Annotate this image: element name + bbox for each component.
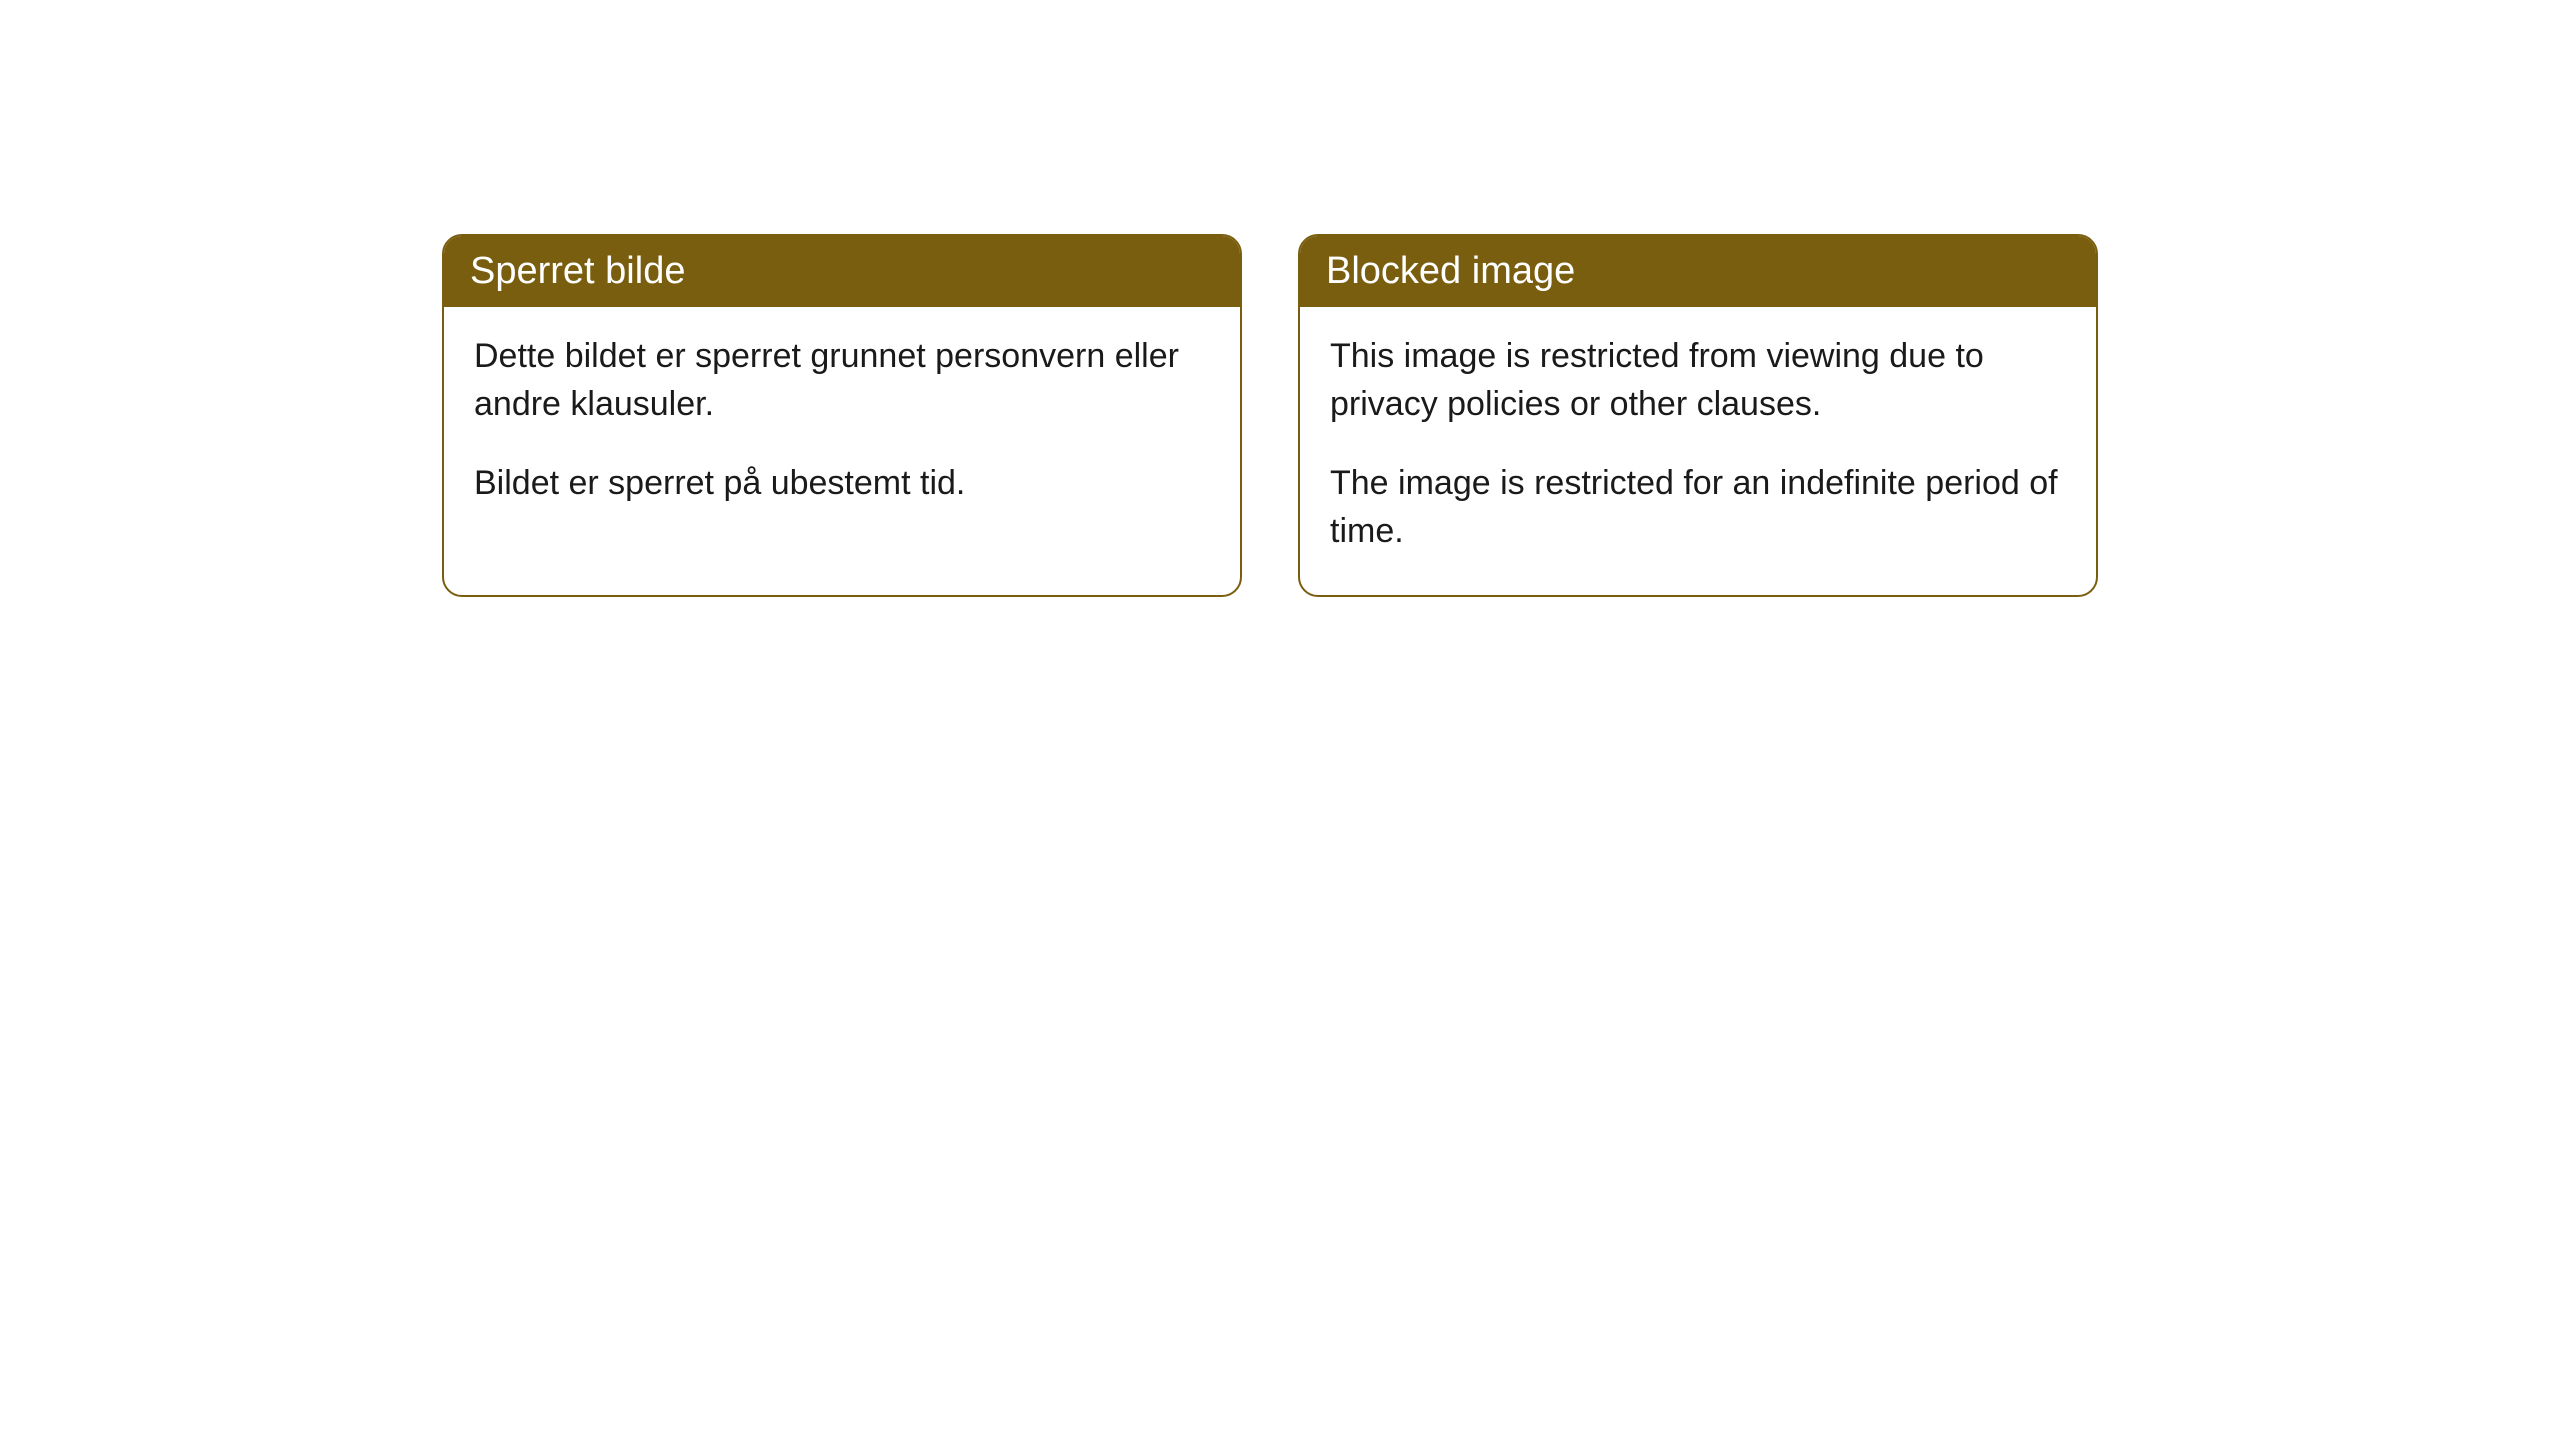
card-title: Blocked image	[1326, 250, 1575, 292]
card-paragraph: Dette bildet er sperret grunnet personve…	[474, 333, 1210, 428]
card-paragraph: The image is restricted for an indefinit…	[1330, 460, 2066, 555]
notice-card-norwegian: Sperret bilde Dette bildet er sperret gr…	[442, 234, 1242, 597]
notice-card-english: Blocked image This image is restricted f…	[1298, 234, 2098, 597]
card-paragraph: This image is restricted from viewing du…	[1330, 333, 2066, 428]
card-title: Sperret bilde	[470, 250, 685, 292]
notice-cards-container: Sperret bilde Dette bildet er sperret gr…	[0, 0, 2560, 597]
card-body: This image is restricted from viewing du…	[1300, 307, 2096, 595]
card-header: Blocked image	[1300, 236, 2096, 307]
card-header: Sperret bilde	[444, 236, 1240, 307]
card-paragraph: Bildet er sperret på ubestemt tid.	[474, 460, 1210, 508]
card-body: Dette bildet er sperret grunnet personve…	[444, 307, 1240, 548]
